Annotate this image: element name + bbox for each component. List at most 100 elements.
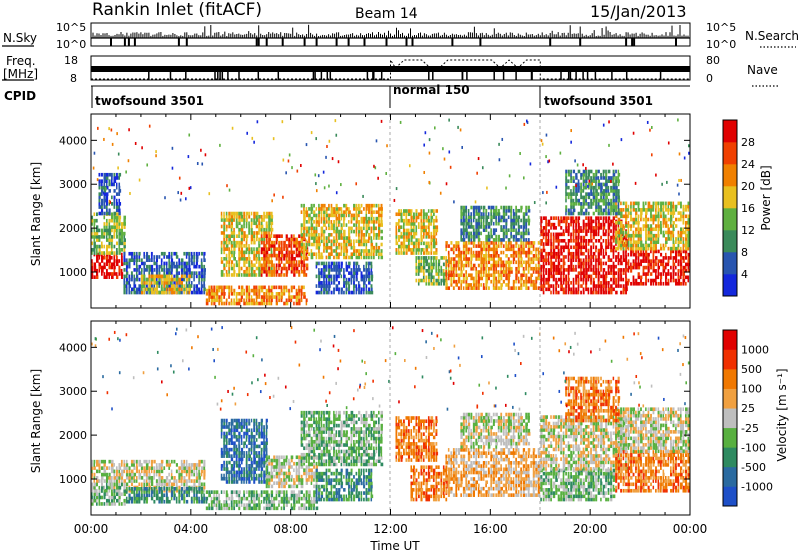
power-cell: [460, 234, 463, 239]
power-cell: [323, 239, 325, 244]
power-cell: [502, 208, 505, 213]
power-cell: [240, 250, 244, 255]
power-cell: [620, 208, 623, 212]
power-cell: [417, 212, 421, 217]
power-cell: [230, 263, 233, 268]
power-cell: [502, 231, 506, 236]
power-cell: [545, 258, 548, 263]
power-cell: [682, 243, 685, 248]
power-cell: [505, 260, 509, 265]
power-cell: [420, 215, 423, 220]
power-cell: [455, 266, 457, 271]
power-cell: [615, 281, 618, 285]
power-cell: [193, 277, 195, 282]
power-cell: [410, 215, 413, 220]
power-cell: [542, 261, 545, 266]
power-cell: [175, 281, 178, 285]
power-cell: [570, 287, 573, 292]
power-cell: [427, 275, 431, 280]
power-cell: [455, 273, 458, 278]
power-cell: [305, 207, 308, 211]
power-cell: [457, 254, 461, 258]
power-cell: [253, 269, 256, 274]
power-cell: [230, 247, 233, 251]
power-cell: [650, 227, 653, 232]
power-cell: [135, 268, 139, 272]
power-cell: [343, 223, 345, 227]
power-cell: [672, 269, 675, 273]
power-cell: [293, 295, 296, 299]
power-cell: [248, 263, 251, 268]
power-cell: [350, 274, 354, 279]
power-cell: [380, 242, 383, 247]
power-cell: [625, 264, 627, 269]
power-cell: [510, 241, 512, 245]
power-cell: [300, 285, 304, 290]
power-cell: [600, 176, 603, 180]
power-cell: [460, 218, 463, 223]
power-cell: [445, 256, 447, 260]
power-cell: [560, 264, 563, 269]
power-cell: [467, 225, 471, 229]
power-cell: [128, 251, 131, 256]
power-cell: [477, 273, 480, 278]
power-cell: [380, 213, 383, 218]
power-cell: [647, 278, 650, 283]
power-cell: [270, 221, 274, 226]
power-cell: [637, 201, 640, 206]
power-cell: [677, 281, 681, 286]
power-cell: [405, 231, 408, 236]
power-cell: [133, 251, 136, 256]
power-cell: [270, 250, 273, 255]
power-cell: [520, 218, 523, 223]
power-cell: [228, 269, 230, 274]
power-cell: [485, 225, 488, 229]
power-cell: [522, 231, 526, 236]
power-cell: [615, 185, 618, 190]
power-cell: [395, 231, 398, 236]
power-cell: [258, 301, 261, 306]
power-cell: [185, 197, 187, 201]
power-cell: [577, 255, 580, 259]
power-cell: [260, 221, 263, 226]
power-cell: [420, 212, 423, 217]
power-cell: [560, 271, 563, 275]
power-cell: [495, 221, 498, 226]
power-cell: [627, 211, 630, 215]
power-cell: [115, 262, 119, 267]
power-cell: [680, 240, 682, 244]
power-cell: [333, 226, 335, 231]
power-cell: [575, 232, 577, 237]
power-cell: [570, 129, 572, 133]
power-cell: [572, 222, 575, 227]
power-cell: [355, 203, 358, 208]
power-cell: [350, 277, 353, 282]
power-cell: [155, 264, 158, 269]
power-cell: [363, 264, 365, 269]
power-cell: [467, 234, 471, 239]
power-cell: [295, 247, 298, 251]
power-cell: [607, 287, 611, 292]
power-cell: [223, 218, 226, 222]
power-cell: [380, 203, 383, 208]
power-cell: [457, 250, 461, 255]
power-cell: [248, 285, 250, 290]
power-cell: [225, 214, 228, 219]
power-cell: [612, 229, 615, 233]
power-cell: [368, 252, 371, 256]
power-cell: [123, 261, 126, 266]
power-cell: [557, 268, 561, 272]
power-cell: [328, 277, 331, 282]
power-cell: [253, 140, 255, 144]
power-cell: [560, 287, 563, 292]
power-cell: [245, 301, 249, 306]
power-cell: [93, 151, 96, 155]
power-cell: [617, 255, 620, 259]
power-cell: [233, 301, 236, 306]
power-cell: [113, 202, 116, 206]
power-cell: [605, 208, 607, 213]
power-cell: [315, 239, 318, 244]
power-cell: [280, 298, 283, 303]
power-cell: [180, 264, 183, 269]
power-cell: [368, 239, 370, 244]
